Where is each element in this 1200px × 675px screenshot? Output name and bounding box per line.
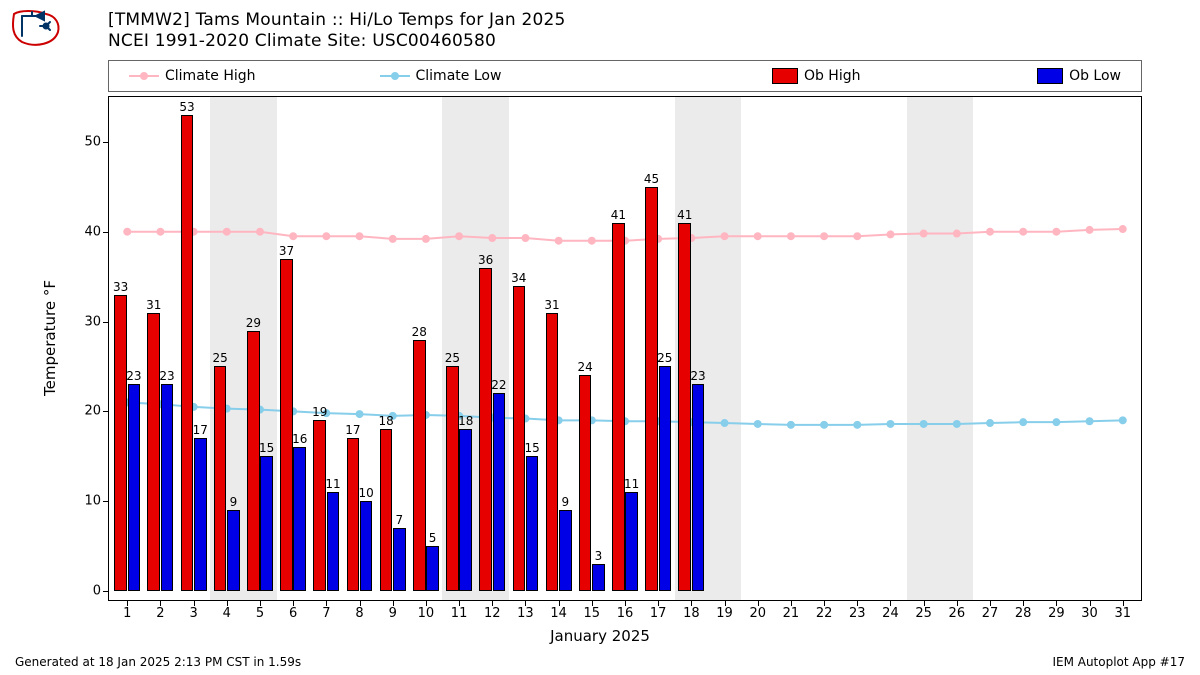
bar-ob-low <box>161 384 174 591</box>
bar-ob-high <box>413 340 426 592</box>
bar-ob-low <box>393 528 406 591</box>
bar-ob-low <box>128 384 141 591</box>
bar-ob-low <box>692 384 705 591</box>
bar-ob-high <box>280 259 293 591</box>
bar-value-label: 23 <box>159 369 174 383</box>
bar-value-label: 33 <box>113 280 128 294</box>
footer-generated: Generated at 18 Jan 2025 2:13 PM CST in … <box>15 655 301 669</box>
bar-value-label: 25 <box>657 351 672 365</box>
bar-ob-low <box>659 366 672 591</box>
bar-value-label: 18 <box>378 414 393 428</box>
bar-ob-high <box>678 223 691 591</box>
bar-value-label: 11 <box>624 477 639 491</box>
bar-value-label: 34 <box>511 271 526 285</box>
bar-value-label: 10 <box>359 486 374 500</box>
legend-label: Climate High <box>165 68 256 84</box>
legend-climate-low: Climate Low <box>360 68 611 84</box>
bar-value-label: 23 <box>690 369 705 383</box>
bar-value-label: 24 <box>578 360 593 374</box>
legend-ob-high: Ob High <box>610 68 871 84</box>
bar-value-label: 28 <box>412 325 427 339</box>
bar-value-label: 36 <box>478 253 493 267</box>
bar-ob-high <box>612 223 625 591</box>
bar-value-label: 7 <box>396 513 404 527</box>
bar-value-label: 37 <box>279 244 294 258</box>
bar-ob-low <box>625 492 638 591</box>
bar-value-label: 22 <box>491 378 506 392</box>
bar-ob-high <box>380 429 393 591</box>
bar-ob-high <box>214 366 227 591</box>
bar-ob-high <box>446 366 459 591</box>
bar-value-label: 31 <box>544 298 559 312</box>
bar-ob-low <box>194 438 207 591</box>
bar-value-label: 3 <box>595 549 603 563</box>
bar-ob-high <box>645 187 658 591</box>
bar-value-label: 15 <box>259 441 274 455</box>
legend-label: Ob Low <box>1069 68 1121 84</box>
bar-ob-low <box>260 456 273 591</box>
legend-ob-low: Ob Low <box>871 68 1142 84</box>
bar-ob-low <box>227 510 240 591</box>
bar-value-label: 41 <box>677 208 692 222</box>
bar-ob-low <box>360 501 373 591</box>
bar-ob-high <box>114 295 127 591</box>
bar-ob-low <box>493 393 506 591</box>
bar-ob-low <box>327 492 340 591</box>
bar-value-label: 19 <box>312 405 327 419</box>
bar-value-label: 5 <box>429 531 437 545</box>
bar-value-label: 29 <box>246 316 261 330</box>
bar-ob-high <box>313 420 326 591</box>
bar-value-label: 25 <box>445 351 460 365</box>
legend-label: Ob High <box>804 68 861 84</box>
bar-value-label: 15 <box>524 441 539 455</box>
bar-ob-high <box>181 115 194 591</box>
bar-ob-high <box>546 313 559 591</box>
bar-value-label: 25 <box>213 351 228 365</box>
bar-ob-low <box>293 447 306 591</box>
bar-value-label: 23 <box>126 369 141 383</box>
footer-app: IEM Autoplot App #17 <box>1052 655 1185 669</box>
bar-value-label: 9 <box>561 495 569 509</box>
bar-ob-low <box>426 546 439 591</box>
chart-title: [TMMW2] Tams Mountain :: Hi/Lo Temps for… <box>108 10 566 30</box>
stage: [TMMW2] Tams Mountain :: Hi/Lo Temps for… <box>0 0 1200 675</box>
x-axis-label: January 2025 <box>550 627 650 645</box>
bar-ob-high <box>347 438 360 591</box>
y-axis-label: Temperature °F <box>41 280 59 396</box>
iem-logo <box>6 6 66 54</box>
bar-value-label: 17 <box>345 423 360 437</box>
bar-value-label: 18 <box>458 414 473 428</box>
bar-ob-high <box>579 375 592 591</box>
bar-ob-low <box>459 429 472 591</box>
bar-value-label: 45 <box>644 172 659 186</box>
bar-value-label: 11 <box>325 477 340 491</box>
bar-ob-high <box>247 331 260 591</box>
bar-value-label: 53 <box>179 100 194 114</box>
bar-value-label: 17 <box>193 423 208 437</box>
bar-value-label: 41 <box>611 208 626 222</box>
bar-value-label: 16 <box>292 432 307 446</box>
chart-subtitle: NCEI 1991-2020 Climate Site: USC00460580 <box>108 31 496 51</box>
legend-climate-high: Climate High <box>109 68 360 84</box>
bar-ob-low <box>526 456 539 591</box>
bar-ob-high <box>513 286 526 591</box>
bar-ob-low <box>559 510 572 591</box>
bar-ob-high <box>147 313 160 591</box>
bar-ob-low <box>592 564 605 591</box>
plot-area: 0102030405012345678910111213141516171819… <box>108 96 1142 601</box>
bar-value-label: 9 <box>230 495 238 509</box>
legend-label: Climate Low <box>416 68 502 84</box>
legend: Climate High Climate Low Ob High Ob Low <box>108 60 1142 92</box>
weekend-band <box>907 97 973 600</box>
bar-value-label: 31 <box>146 298 161 312</box>
bar-ob-high <box>479 268 492 591</box>
